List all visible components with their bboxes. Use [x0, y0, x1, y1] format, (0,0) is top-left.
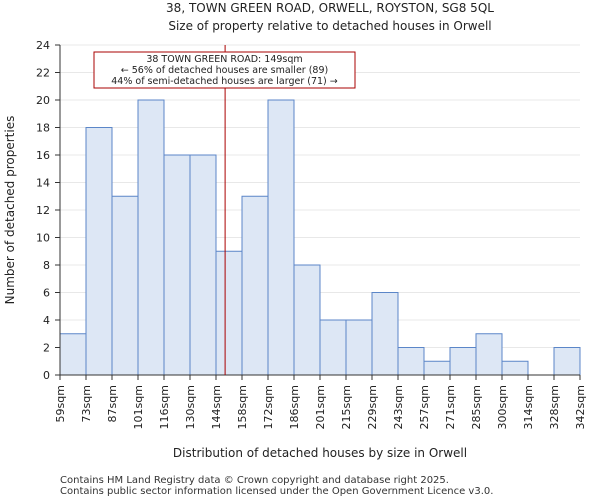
bar: [59, 333, 87, 376]
y-tick-label: 10: [36, 232, 50, 245]
bar: [553, 347, 581, 376]
x-tick-label: 285sqm: [470, 385, 483, 429]
y-tick-label: 16: [36, 149, 50, 162]
bar: [449, 347, 477, 376]
annotation-line-1: 38 TOWN GREEN ROAD: 149sqm: [146, 54, 302, 65]
bar: [85, 127, 113, 376]
axes: [55, 44, 581, 380]
y-tick-label: 24: [36, 39, 50, 52]
y-tick-label: 2: [43, 342, 50, 355]
x-tick-label: 342sqm: [574, 385, 587, 429]
y-tick-label: 14: [36, 177, 50, 190]
x-tick-label: 172sqm: [262, 385, 275, 429]
y-tick-label: 22: [36, 67, 50, 80]
bar: [111, 195, 139, 376]
x-tick-label: 300sqm: [496, 385, 509, 429]
y-tick-label: 4: [43, 314, 50, 327]
bar: [423, 360, 451, 376]
x-tick-label: 257sqm: [418, 385, 431, 429]
footer-line-2: Contains public sector information licen…: [60, 486, 493, 497]
bar: [215, 250, 243, 376]
y-axis-label: Number of detached properties: [3, 116, 17, 305]
y-tick-label: 8: [43, 259, 50, 272]
y-tick-label: 20: [36, 94, 50, 107]
x-tick-label: 59sqm: [54, 385, 67, 422]
x-tick-label: 144sqm: [210, 385, 223, 429]
bar: [319, 319, 347, 376]
x-tick-label: 201sqm: [314, 385, 327, 429]
bar: [371, 292, 399, 376]
x-tick-label: 73sqm: [80, 385, 93, 422]
x-tick-label: 101sqm: [132, 385, 145, 429]
y-tick-label: 18: [36, 122, 50, 135]
chart-subtitle: Size of property relative to detached ho…: [168, 19, 491, 33]
x-tick-label: 271sqm: [444, 385, 457, 429]
bars: [59, 99, 581, 376]
bar: [137, 99, 165, 376]
x-tick-label: 215sqm: [340, 385, 353, 429]
chart-title: 38, TOWN GREEN ROAD, ORWELL, ROYSTON, SG…: [166, 1, 494, 15]
bar: [475, 333, 503, 376]
annotation-line-3: 44% of semi-detached houses are larger (…: [111, 76, 338, 87]
x-tick-label: 328sqm: [548, 385, 561, 429]
y-tick-label: 12: [36, 204, 50, 217]
bar: [267, 99, 295, 376]
y-tick-label: 0: [43, 369, 50, 382]
annotation-box: [93, 51, 356, 89]
annotation: 38 TOWN GREEN ROAD: 149sqm ← 56% of deta…: [93, 51, 356, 89]
x-tick-labels: 59sqm 73sqm 87sqm 101sqm 116sqm 130sqm 144sqm 1…: [54, 385, 587, 429]
x-tick-label: 116sqm: [158, 385, 171, 429]
annotation-line-2: ← 56% of detached houses are smaller (89…: [121, 65, 328, 76]
x-axis-label: Distribution of detached houses by size …: [173, 446, 467, 460]
bar: [501, 360, 529, 376]
x-tick-label: 229sqm: [366, 385, 379, 429]
bar: [397, 347, 425, 376]
x-tick-label: 186sqm: [288, 385, 301, 429]
bar: [345, 319, 373, 376]
bar: [293, 264, 321, 376]
y-tick-label: 6: [43, 287, 50, 300]
footer-line-1: Contains HM Land Registry data © Crown c…: [60, 475, 449, 486]
bar: [241, 195, 269, 376]
x-tick-label: 158sqm: [236, 385, 249, 429]
x-tick-label: 130sqm: [184, 385, 197, 429]
x-tick-label: 314sqm: [522, 385, 535, 429]
bar: [163, 154, 191, 376]
bar: [189, 154, 217, 376]
x-tick-label: 87sqm: [106, 385, 119, 422]
x-tick-label: 243sqm: [392, 385, 405, 429]
